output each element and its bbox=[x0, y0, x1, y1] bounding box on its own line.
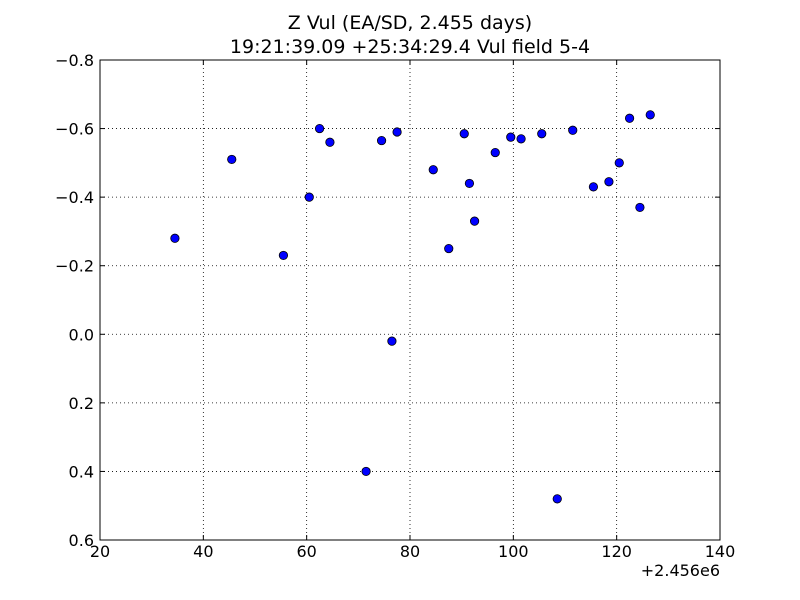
data-point bbox=[278, 250, 289, 261]
data-point bbox=[361, 466, 371, 477]
data-point bbox=[444, 243, 454, 254]
x-tick-label: 20 bbox=[90, 542, 110, 561]
data-point bbox=[635, 202, 645, 213]
data-point bbox=[506, 132, 516, 142]
chart-subtitle: 19:21:39.09 +25:34:29.4 Vul field 5-4 bbox=[230, 36, 590, 58]
data-point bbox=[387, 336, 397, 346]
y-tick-label: −0.6 bbox=[55, 120, 94, 139]
y-tick-label: 0.2 bbox=[69, 394, 94, 413]
data-point bbox=[537, 129, 547, 139]
data-point bbox=[469, 216, 480, 226]
x-offset-label: +2.456e6 bbox=[641, 561, 720, 580]
data-point bbox=[588, 182, 599, 192]
grid-lines bbox=[100, 60, 720, 540]
data-point bbox=[552, 494, 562, 504]
y-tick-label: 0.4 bbox=[69, 462, 94, 481]
y-tick-label: −0.8 bbox=[55, 51, 94, 70]
data-point bbox=[459, 129, 469, 139]
x-tick-label: 40 bbox=[193, 542, 213, 561]
data-point bbox=[227, 154, 237, 165]
y-tick-label: −0.2 bbox=[55, 257, 94, 276]
chart-title: Z Vul (EA/SD, 2.455 days) bbox=[288, 12, 532, 34]
data-point bbox=[516, 134, 526, 144]
x-tick-label: 60 bbox=[296, 542, 316, 561]
plot-frame bbox=[99, 59, 721, 541]
x-tick-label: 100 bbox=[498, 542, 529, 561]
data-point bbox=[304, 192, 314, 202]
y-tick-label: 0.0 bbox=[69, 325, 94, 344]
data-point bbox=[568, 125, 578, 135]
data-point bbox=[464, 178, 475, 189]
y-tick-label: 0.6 bbox=[69, 531, 94, 550]
data-point bbox=[170, 233, 180, 243]
data-point bbox=[614, 158, 624, 168]
data-point bbox=[428, 165, 438, 175]
data-point bbox=[392, 127, 402, 137]
data-point bbox=[624, 113, 635, 123]
x-tick-label: 80 bbox=[400, 542, 420, 561]
y-tick-label: −0.4 bbox=[55, 188, 94, 207]
x-tick-label: 140 bbox=[705, 542, 736, 561]
tick-labels: 20 40 60 80 100 120 140 −0.8 −0.6 −0.4 −0.2 0.0 0.2 0… bbox=[55, 51, 735, 561]
x-tick-label: 120 bbox=[601, 542, 632, 561]
data-point bbox=[314, 123, 325, 134]
data-point bbox=[376, 135, 387, 146]
data-point bbox=[645, 110, 655, 120]
data-point bbox=[325, 137, 335, 147]
data-point bbox=[490, 147, 500, 158]
data-points bbox=[170, 110, 655, 504]
data-point bbox=[604, 177, 614, 187]
